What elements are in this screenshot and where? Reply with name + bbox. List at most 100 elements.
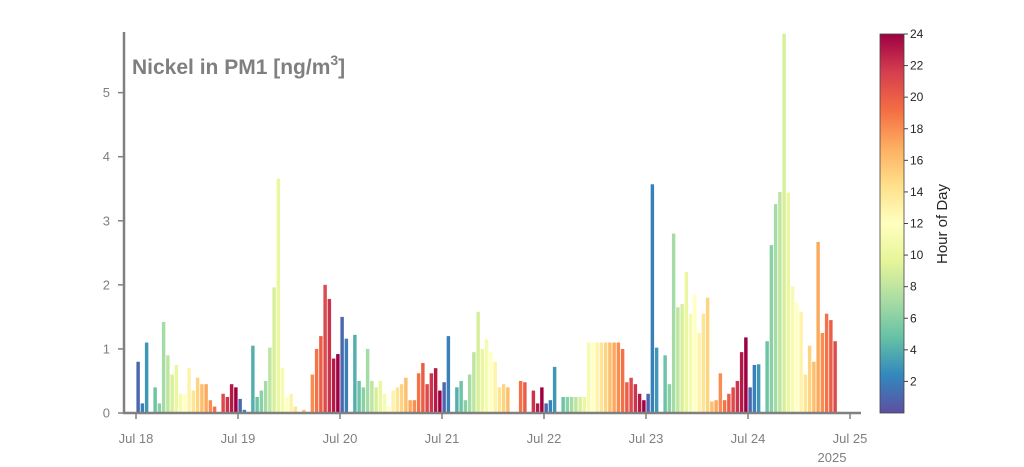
bar [408,400,412,413]
colorbar-tick-label: 12 [910,217,924,231]
bar [646,393,650,413]
bar [429,373,434,413]
bar [331,358,336,413]
bar [523,382,527,413]
y-tick-label: 3 [103,213,110,228]
bar [234,387,238,413]
x-tick-label: Jul 19 [221,431,256,446]
bar [353,334,357,413]
bar [391,390,395,413]
x-tick-label: Jul 20 [323,431,358,446]
bar [705,297,710,413]
bar [735,380,740,413]
bar [327,298,332,413]
bar [489,352,493,413]
bar-series [136,33,837,413]
bar [731,387,735,413]
chart-title-main: Nickel in PM1 [ng/m [132,56,330,79]
bar [200,384,204,413]
colorbar-title: Hour of Day [934,183,951,264]
bar [399,384,404,413]
bar [680,304,684,413]
y-tick-label: 2 [103,277,110,292]
bar [756,364,761,413]
colorbar-tick-label: 10 [910,248,924,262]
year-label: 2025 [818,450,847,465]
bar [285,396,289,413]
bar [603,342,608,413]
bar [212,406,217,413]
bar [293,406,298,413]
bar [824,313,829,413]
bar [268,347,272,413]
bar [773,204,778,413]
bar [501,384,506,413]
bar [608,342,612,413]
bar [166,355,170,413]
bar [433,368,438,413]
chart-title-end: ] [338,56,345,79]
bar [782,33,786,413]
bar [565,396,570,413]
bar [208,400,213,413]
bar [654,347,659,413]
bar [178,393,183,413]
bar [204,384,208,413]
bar [459,380,463,413]
colorbar-tick-label: 6 [910,311,917,325]
bar [697,332,701,413]
bar [637,393,642,413]
bar [251,345,255,413]
bar [229,384,234,413]
bar [187,368,191,413]
colorbar-tick-label: 2 [910,374,917,388]
bar [302,409,306,413]
bar [280,368,285,413]
bar [693,294,697,413]
bar [310,374,315,413]
chart-title-superscript: 3 [330,52,338,68]
x-tick-label: Jul 24 [731,431,766,446]
bar [795,302,799,413]
bar [744,337,748,413]
bar [382,393,387,413]
colorbar-tick-label: 8 [910,280,917,294]
bar [642,400,646,413]
bar [238,398,242,413]
bar [807,345,812,413]
bar [552,366,557,413]
bar [829,320,833,413]
bar [455,387,459,413]
bar [650,184,655,413]
bar [425,384,429,413]
bar [752,364,757,413]
bar [183,393,187,413]
bar [688,313,693,413]
bar [765,341,769,413]
bar [497,387,502,413]
bar [710,401,714,413]
bar [195,377,200,413]
colorbar-tick-label: 18 [910,122,924,136]
bar [225,396,230,413]
bar [629,377,633,413]
bar [412,400,417,413]
bar [463,400,468,413]
bar [467,374,472,413]
bar [714,400,718,413]
bar [569,396,574,413]
bar [535,403,540,413]
bar [591,342,595,413]
bar [833,341,837,413]
bar [620,348,625,413]
bar [769,245,774,413]
bar [778,191,782,413]
bar [170,374,174,413]
y-tick-label: 4 [103,149,110,164]
bar [701,313,706,413]
bar [174,364,179,413]
bar [722,400,727,413]
bar [336,354,340,413]
bar [748,387,752,413]
